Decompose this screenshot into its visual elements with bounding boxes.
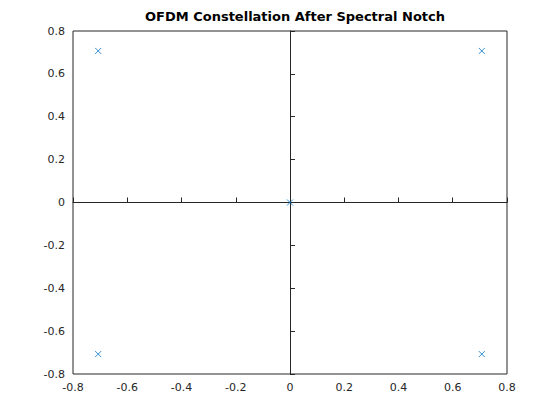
svg-text:0.8: 0.8 — [48, 25, 66, 38]
svg-text:0.2: 0.2 — [336, 381, 354, 394]
svg-text:OFDM Constellation After Spect: OFDM Constellation After Spectral Notch — [145, 9, 445, 24]
svg-text:-0.6: -0.6 — [117, 381, 138, 394]
svg-text:0.6: 0.6 — [444, 381, 462, 394]
svg-text:-0.8: -0.8 — [44, 368, 65, 381]
svg-text:0.2: 0.2 — [48, 153, 66, 166]
svg-text:-0.4: -0.4 — [44, 282, 65, 295]
svg-text:-0.2: -0.2 — [225, 381, 246, 394]
svg-text:-0.2: -0.2 — [44, 239, 65, 252]
svg-text:0: 0 — [287, 381, 294, 394]
svg-text:0: 0 — [58, 196, 65, 209]
svg-text:0.4: 0.4 — [48, 110, 66, 123]
svg-text:-0.8: -0.8 — [62, 381, 83, 394]
svg-text:-0.6: -0.6 — [44, 325, 65, 338]
svg-text:0.8: 0.8 — [498, 381, 516, 394]
svg-text:-0.4: -0.4 — [171, 381, 192, 394]
svg-text:0.4: 0.4 — [390, 381, 408, 394]
svg-text:0.6: 0.6 — [48, 67, 66, 80]
